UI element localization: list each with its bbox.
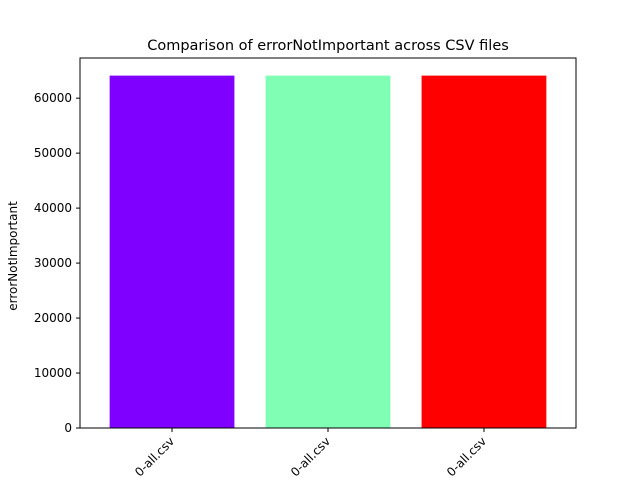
bar-2 — [421, 75, 547, 428]
x-axis-ticks: 0-all.csv 0-all.csv 0-all.csv — [132, 428, 489, 479]
bar-0 — [109, 75, 235, 428]
y-axis-label: errorNotImportant — [6, 201, 20, 311]
y-tick-label-0: 0 — [64, 421, 72, 435]
y-tick-label-3: 30000 — [34, 256, 72, 270]
y-tick-label-5: 50000 — [34, 146, 72, 160]
x-tick-label-0: 0-all.csv — [132, 434, 177, 479]
x-tick-label-1: 0-all.csv — [288, 434, 333, 479]
y-axis-ticks: 0 10000 20000 30000 40000 50000 60000 — [34, 91, 80, 435]
x-tick-label-2: 0-all.csv — [444, 434, 489, 479]
y-tick-label-6: 60000 — [34, 91, 72, 105]
bars-group — [109, 75, 547, 428]
y-tick-label-2: 20000 — [34, 311, 72, 325]
bar-1 — [265, 75, 391, 428]
y-tick-label-1: 10000 — [34, 366, 72, 380]
chart-title: Comparison of errorNotImportant across C… — [147, 38, 509, 54]
y-tick-label-4: 40000 — [34, 201, 72, 215]
plot-frame — [79, 57, 577, 429]
